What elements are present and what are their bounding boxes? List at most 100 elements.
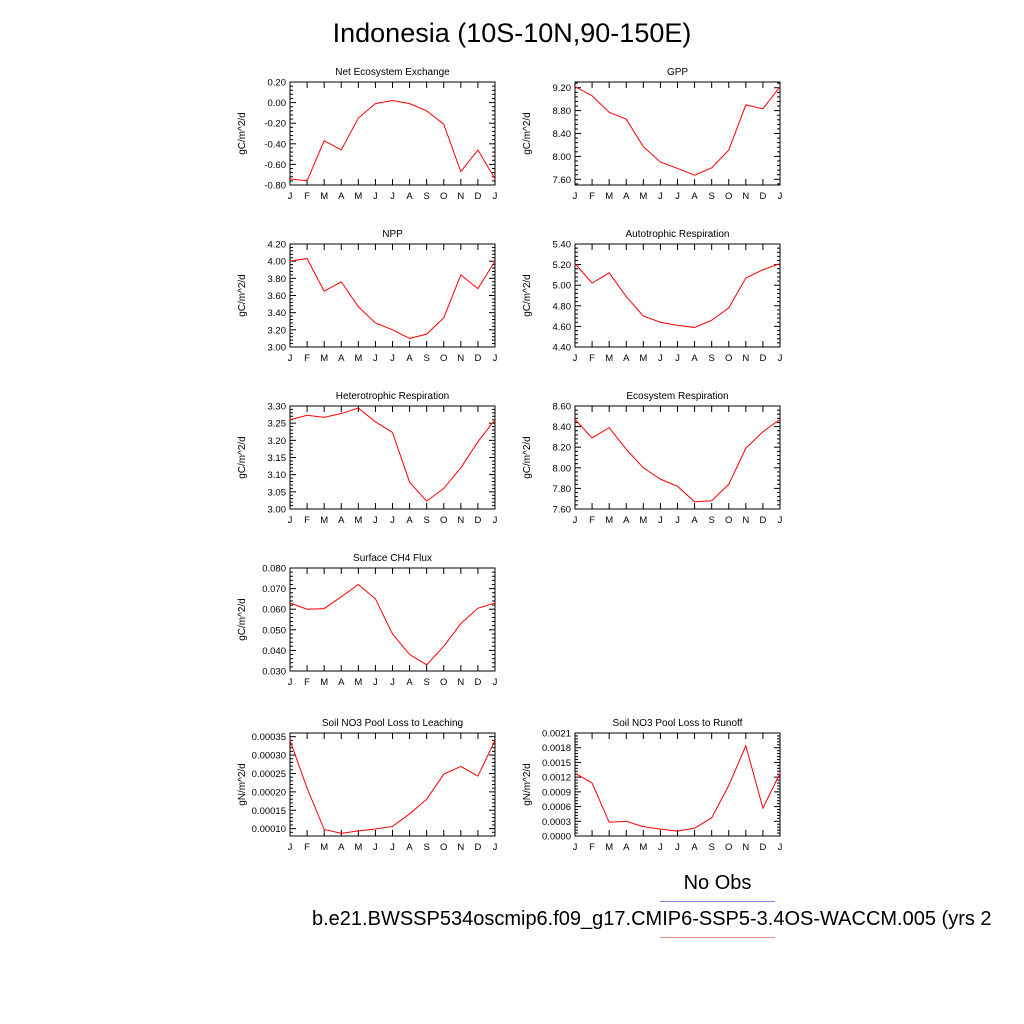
x-tick-label: J [373, 353, 378, 364]
x-tick-label: J [373, 515, 378, 526]
y-axis-label: gC/m^2/d [522, 112, 533, 155]
x-tick-label: J [658, 515, 663, 526]
legend-obs-label: No Obs [683, 872, 752, 894]
x-tick-label: N [457, 353, 464, 364]
x-tick-label: M [605, 842, 613, 853]
y-tick-label: 0.00015 [252, 806, 286, 817]
x-tick-label: F [589, 842, 595, 853]
x-tick-label: A [406, 191, 413, 202]
y-tick-label: 4.60 [553, 322, 572, 333]
series-line [289, 258, 496, 339]
x-tick-label: J [373, 191, 378, 202]
x-tick-label: M [354, 515, 362, 526]
y-axis-label: gN/m^2/d [237, 763, 248, 806]
x-tick-label: D [474, 515, 481, 526]
x-tick-label: J [658, 353, 663, 364]
x-tick-label: M [320, 191, 328, 202]
x-tick-label: J [288, 515, 293, 526]
y-tick-label: 3.15 [268, 453, 287, 464]
x-tick-label: O [440, 353, 447, 364]
y-tick-label: 8.80 [553, 106, 572, 117]
x-tick-label: N [742, 515, 749, 526]
y-tick-label: 0.00020 [252, 787, 286, 798]
chart-panel-0: Net Ecosystem Exchange gC/m^2/d 0.20 0.00 -0… [237, 67, 498, 202]
y-tick-label: 8.00 [553, 152, 572, 163]
x-tick-label: F [304, 191, 310, 202]
y-tick-label: 4.80 [553, 301, 572, 312]
x-tick-label: N [742, 353, 749, 364]
x-tick-label: A [406, 842, 413, 853]
x-tick-label: M [320, 842, 328, 853]
series-line [289, 583, 496, 666]
y-tick-label: 8.60 [553, 402, 572, 413]
x-tick-label: O [440, 677, 447, 688]
x-tick-label: J [493, 842, 498, 853]
x-tick-label: N [457, 515, 464, 526]
x-tick-label: J [493, 353, 498, 364]
x-tick-label: N [457, 191, 464, 202]
x-tick-label: J [778, 515, 783, 526]
x-tick-label: S [708, 191, 714, 202]
y-tick-label: 5.40 [553, 240, 572, 251]
x-tick-label: M [605, 515, 613, 526]
x-tick-label: A [406, 353, 413, 364]
x-tick-label: M [354, 842, 362, 853]
plot-frame [574, 243, 781, 348]
x-tick-label: N [457, 842, 464, 853]
y-tick-label: 0.00010 [252, 824, 286, 835]
x-tick-label: J [573, 353, 578, 364]
legend-model-line [660, 937, 775, 938]
x-tick-label: J [493, 191, 498, 202]
y-tick-label: 0.00030 [252, 751, 286, 762]
x-tick-label: J [288, 353, 293, 364]
x-tick-label: M [639, 515, 647, 526]
y-tick-label: 0.070 [262, 584, 286, 595]
x-tick-label: S [423, 677, 429, 688]
x-tick-label: N [457, 677, 464, 688]
chart-panel-2: NPPgC/m^2/d4.204.003.803.603.403.203.00J… [237, 229, 498, 364]
x-tick-label: O [440, 842, 447, 853]
y-tick-label: -0.60 [264, 160, 286, 171]
x-tick-label: A [691, 515, 698, 526]
y-tick-label: 3.05 [268, 487, 287, 498]
y-tick-label: 3.80 [268, 274, 287, 285]
x-tick-label: J [675, 191, 680, 202]
x-tick-label: S [708, 842, 714, 853]
x-tick-label: J [675, 353, 680, 364]
x-tick-label: J [390, 842, 395, 853]
x-tick-label: J [778, 353, 783, 364]
plot-frame [289, 81, 496, 186]
y-tick-label: 0.0003 [542, 817, 571, 828]
y-tick-label: 0.00 [268, 98, 287, 109]
x-tick-label: J [493, 515, 498, 526]
x-tick-label: J [288, 842, 293, 853]
y-tick-label: 0.080 [262, 564, 286, 575]
x-tick-label: M [354, 353, 362, 364]
plot-frame [574, 405, 781, 510]
x-tick-label: J [658, 191, 663, 202]
x-tick-label: D [474, 677, 481, 688]
y-tick-label: 4.00 [268, 257, 287, 268]
y-tick-label: 0.0009 [542, 787, 571, 798]
x-tick-label: A [691, 353, 698, 364]
panel-title: GPP [667, 67, 688, 78]
y-tick-label: 3.25 [268, 419, 287, 430]
x-tick-label: S [423, 191, 429, 202]
plot-frame [289, 567, 496, 672]
x-tick-label: N [742, 842, 749, 853]
panel-title: Soil NO3 Pool Loss to Runoff [613, 718, 743, 729]
x-tick-label: A [338, 353, 345, 364]
y-tick-label: 0.030 [262, 667, 286, 678]
x-tick-label: F [589, 191, 595, 202]
x-tick-label: J [573, 191, 578, 202]
panel-title: Autotrophic Respiration [626, 229, 730, 240]
x-tick-label: S [708, 353, 714, 364]
chart-panel-7: Soil NO3 Pool Loss to Leaching gN/m^2/d 0.… [237, 718, 498, 853]
y-tick-label: 7.60 [553, 505, 572, 516]
x-tick-label: F [304, 842, 310, 853]
x-tick-label: A [691, 842, 698, 853]
panel-title: Soil NO3 Pool Loss to Leaching [322, 718, 463, 729]
y-tick-label: 3.30 [268, 402, 287, 413]
y-tick-label: 0.00025 [252, 769, 286, 780]
x-tick-label: J [493, 677, 498, 688]
